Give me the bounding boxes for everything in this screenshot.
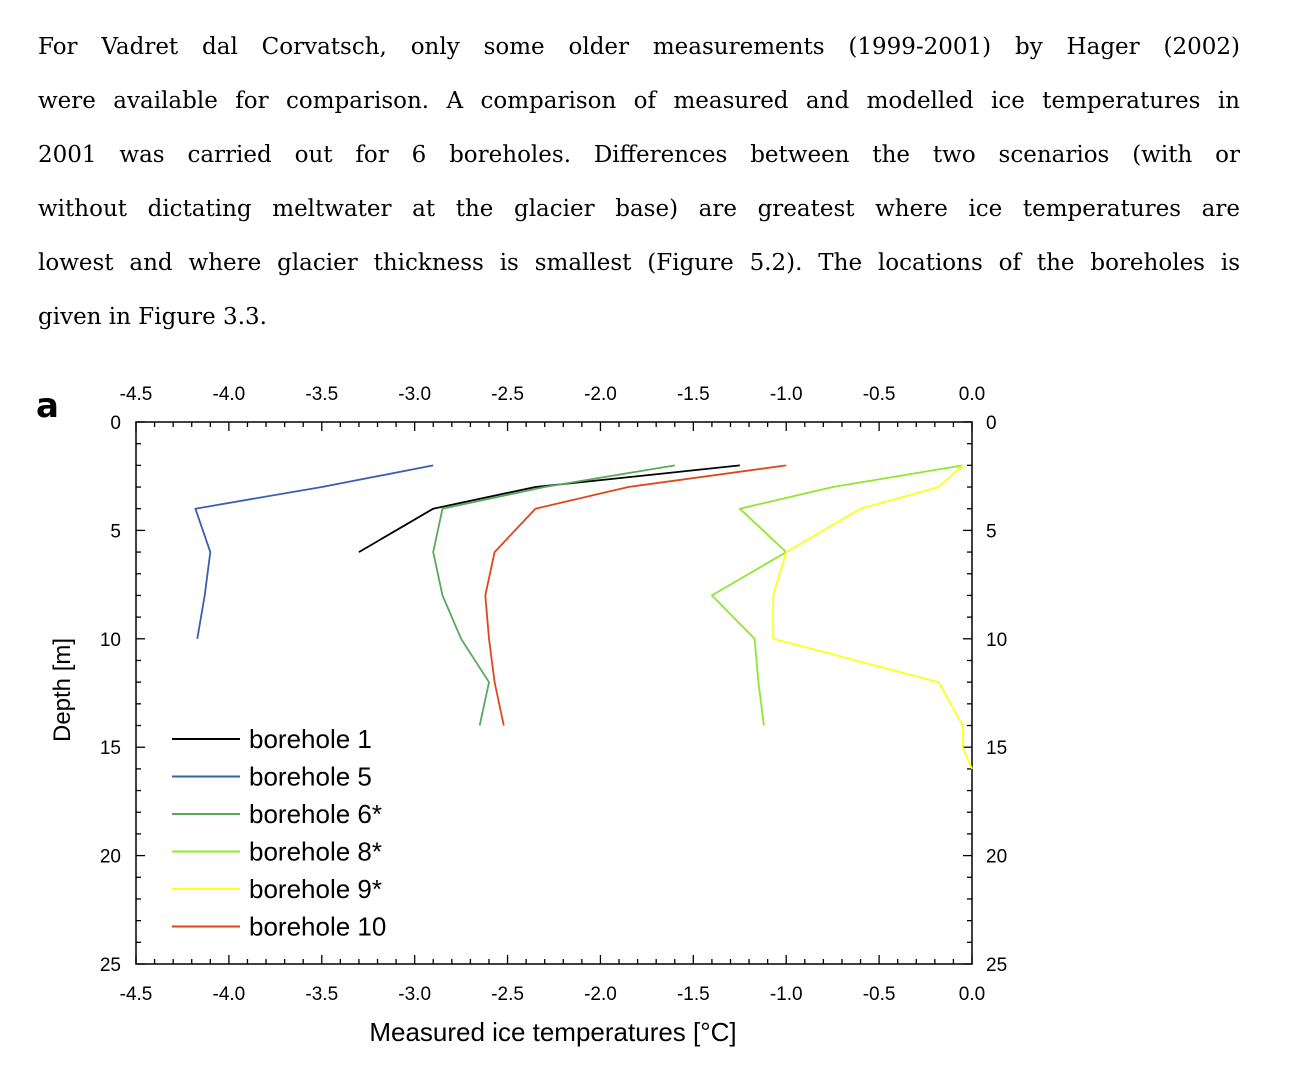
legend-label: borehole 6* — [249, 799, 382, 829]
x-tick-label-bottom: 0.0 — [959, 984, 985, 1005]
x-tick-label-top: -1.5 — [677, 384, 710, 405]
x-tick-label-top: -2.0 — [584, 384, 617, 405]
legend-label: borehole 10 — [249, 912, 386, 942]
x-tick-label-top: -4.5 — [120, 384, 153, 405]
y-tick-label-left: 25 — [100, 955, 121, 976]
y-tick-label-right: 0 — [986, 413, 997, 434]
x-tick-label-top: -2.5 — [491, 384, 524, 405]
y-tick-label-left: 5 — [110, 521, 121, 542]
series-line-3 — [432, 464, 675, 726]
x-tick-label-bottom: -1.0 — [770, 984, 803, 1005]
x-tick-label-top: -0.5 — [863, 384, 896, 405]
x-tick-label-bottom: -0.5 — [863, 984, 896, 1005]
x-tick-label-top: -3.0 — [398, 384, 431, 405]
series-line-4 — [711, 464, 963, 726]
y-tick-label-right: 10 — [986, 630, 1007, 651]
y-tick-label-right: 20 — [986, 847, 1007, 868]
x-tick-label-top: -1.0 — [770, 384, 803, 405]
paragraph-line: without dictating meltwater at the glaci… — [38, 196, 1240, 222]
series-line-1 — [358, 464, 740, 553]
legend-label: borehole 5 — [249, 762, 372, 792]
series-line-2 — [194, 464, 434, 639]
y-tick-label-left: 10 — [100, 630, 121, 651]
y-tick-label-right: 5 — [986, 521, 997, 542]
y-tick-label-right: 25 — [986, 955, 1007, 976]
y-tick-label-left: 0 — [110, 413, 121, 434]
x-tick-label-bottom: -1.5 — [677, 984, 710, 1005]
x-tick-label-top: -3.5 — [305, 384, 338, 405]
x-tick-label-bottom: -4.5 — [120, 984, 153, 1005]
x-tick-label-bottom: -2.0 — [584, 984, 617, 1005]
series-line-5 — [772, 464, 973, 770]
y-tick-label-right: 15 — [986, 738, 1007, 759]
plot-frame — [135, 421, 973, 965]
x-axis-label: Measured ice temperatures [°C] — [369, 1017, 736, 1047]
paragraph-line: For Vadret dal Corvatsch, only some olde… — [38, 34, 1240, 60]
y-axis-label: Depth [m] — [49, 638, 76, 742]
x-tick-label-bottom: -4.0 — [213, 984, 246, 1005]
body-paragraph: For Vadret dal Corvatsch, only some olde… — [38, 20, 1240, 344]
y-tick-label-left: 15 — [100, 738, 121, 759]
paragraph-line: lowest and where glacier thickness is sm… — [38, 250, 1240, 276]
axes-layer: -4.5 -4.5 -4.0 -4.0 -3.5 -3.5 -3.0 -3.0 -2.5 -2.5… — [100, 384, 1007, 1005]
paragraph-line: 2001 was carried out for 6 boreholes. Di… — [38, 142, 1240, 168]
paragraph-line: given in Figure 3.3. — [38, 304, 267, 330]
series-layer — [194, 464, 973, 770]
x-tick-label-bottom: -2.5 — [491, 984, 524, 1005]
x-tick-label-top: 0.0 — [959, 384, 985, 405]
panel-label: a — [36, 386, 59, 426]
legend: borehole 1 borehole 5 borehole 6* borehole … — [172, 724, 386, 942]
legend-label: borehole 9* — [249, 874, 382, 904]
legend-label: borehole 8* — [249, 837, 382, 867]
x-tick-label-top: -4.0 — [213, 384, 246, 405]
legend-label: borehole 1 — [249, 724, 372, 754]
x-tick-label-bottom: -3.0 — [398, 984, 431, 1005]
y-tick-label-left: 20 — [100, 847, 121, 868]
paragraph-line: were available for comparison. A compari… — [38, 88, 1240, 114]
x-tick-label-bottom: -3.5 — [305, 984, 338, 1005]
series-line-6 — [484, 464, 787, 726]
